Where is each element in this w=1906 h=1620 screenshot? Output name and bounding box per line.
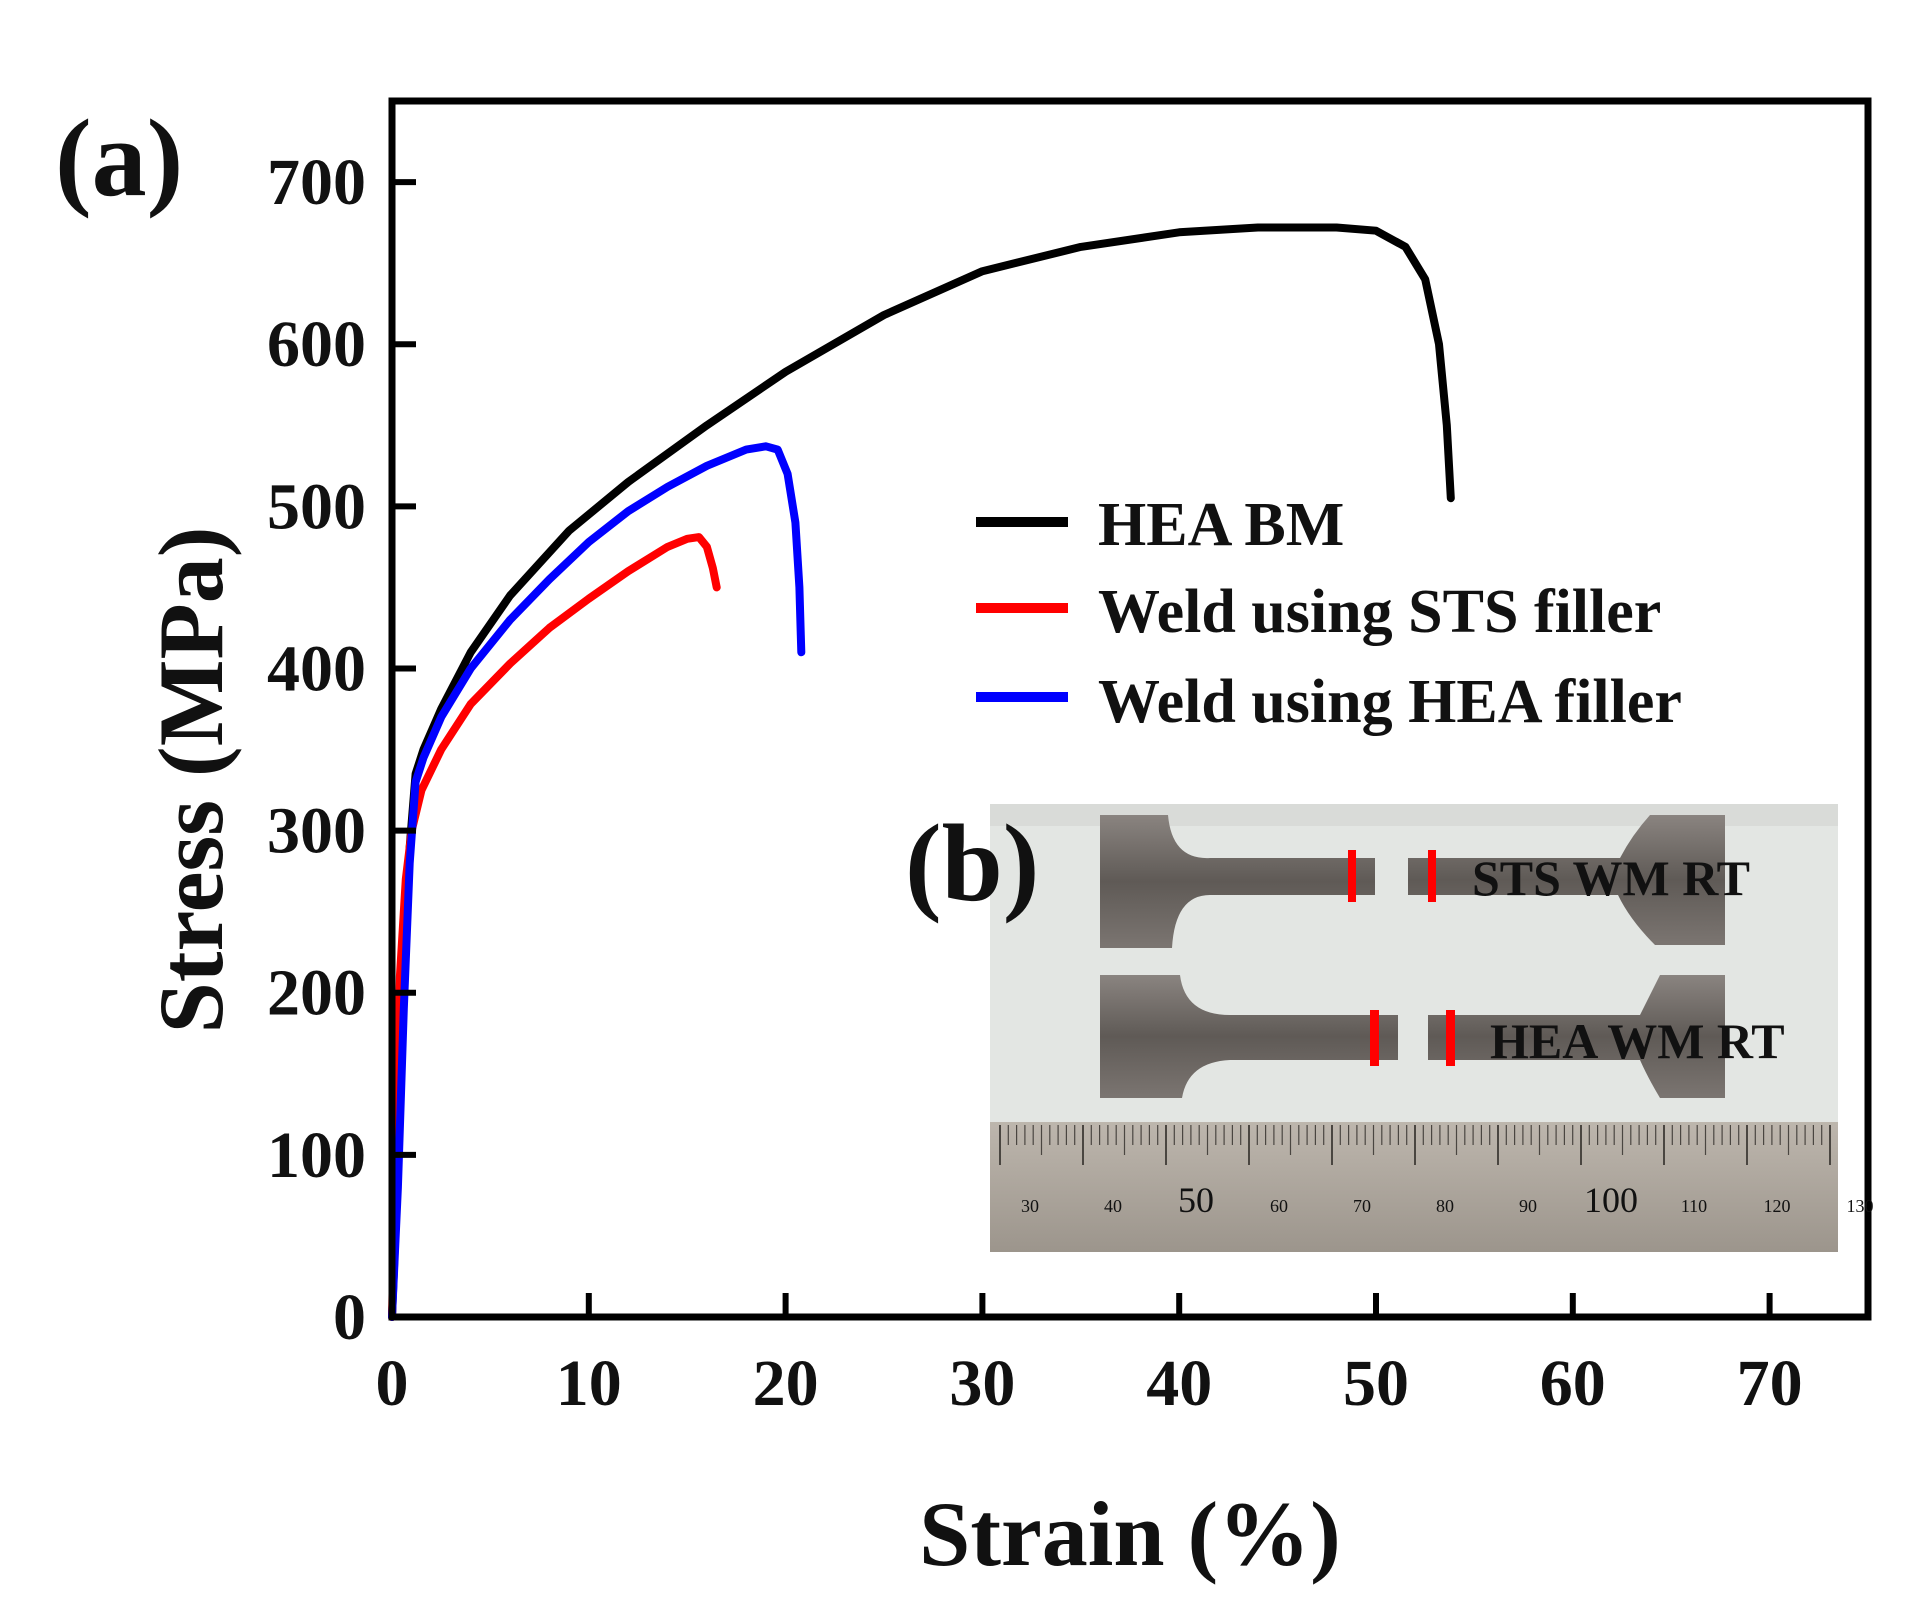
x-tick-label: 40 xyxy=(1146,1347,1212,1420)
x-tick-label: 70 xyxy=(1737,1347,1803,1420)
x-tick-label: 20 xyxy=(753,1347,819,1420)
legend-label-hea-filler: Weld using HEA filler xyxy=(1098,668,1682,736)
legend-label-hea-bm: HEA BM xyxy=(1098,491,1344,559)
x-tick-label: 30 xyxy=(949,1347,1015,1420)
y-tick-label: 500 xyxy=(267,470,366,543)
x-tick-label: 0 xyxy=(376,1347,409,1420)
ruler-label: 80 xyxy=(1436,1196,1454,1216)
x-tick-label: 60 xyxy=(1540,1347,1606,1420)
y-tick-label: 300 xyxy=(267,795,366,868)
specimen-label-hea: HEA WM RT xyxy=(1490,1013,1785,1069)
y-tick-label: 100 xyxy=(267,1119,366,1192)
x-axis-ticks: 0 10 20 30 40 50 60 70 xyxy=(376,1293,1803,1420)
x-axis-label: Strain (%) xyxy=(919,1483,1341,1585)
series-line-sts-filler xyxy=(388,533,721,1321)
inset-photo: STS WM RT HEA WM RT 30 40 50 60 70 80 90 100 110… xyxy=(990,804,1874,1252)
series-line-hea-filler xyxy=(388,442,806,1321)
inset-top-band xyxy=(990,804,1838,826)
ruler-label: 30 xyxy=(1021,1196,1039,1216)
x-tick-label: 50 xyxy=(1343,1347,1409,1420)
ruler-marks: 30 40 50 60 70 80 90 100 110 120 130 xyxy=(999,1125,1874,1220)
y-axis-ticks: 0 100 200 300 400 500 600 700 xyxy=(267,146,416,1354)
specimen-top-right-half xyxy=(1408,815,1725,945)
specimen-bottom: HEA WM RT xyxy=(1100,975,1785,1098)
ruler-label: 60 xyxy=(1270,1196,1288,1216)
specimen-top-left-half xyxy=(1100,815,1375,948)
y-tick-label: 400 xyxy=(267,632,366,705)
weld-marker xyxy=(1370,1010,1379,1066)
panel-label-b: (b) xyxy=(905,802,1039,924)
y-axis-label: Stress (MPa) xyxy=(140,527,242,1034)
ruler-label: 100 xyxy=(1584,1180,1638,1220)
weld-marker xyxy=(1428,850,1436,902)
specimen-top: STS WM RT xyxy=(1100,815,1750,948)
specimen-label-sts: STS WM RT xyxy=(1472,850,1750,906)
y-tick-label: 600 xyxy=(267,308,366,381)
y-tick-label: 700 xyxy=(267,146,366,219)
weld-marker xyxy=(1348,850,1356,902)
x-tick-label: 10 xyxy=(556,1347,622,1420)
legend-label-sts: Weld using STS filler xyxy=(1098,578,1661,646)
y-tick-label: 200 xyxy=(267,957,366,1030)
ruler-label: 90 xyxy=(1519,1196,1537,1216)
weld-marker xyxy=(1446,1010,1455,1066)
ruler-label: 40 xyxy=(1104,1196,1122,1216)
plot-frame xyxy=(388,97,1872,1321)
specimen-bottom-right-half xyxy=(1428,975,1725,1098)
ruler-label: 120 xyxy=(1764,1196,1791,1216)
ruler-label: 50 xyxy=(1178,1180,1214,1220)
legend: HEA BM Weld using STS filler Weld using … xyxy=(976,491,1682,736)
ruler-label: 130 xyxy=(1847,1196,1874,1216)
specimen-bottom-left-half xyxy=(1100,975,1398,1098)
series-layer xyxy=(388,223,1455,1321)
panel-label-a: (a) xyxy=(55,97,183,219)
ruler-label: 110 xyxy=(1681,1196,1707,1216)
ruler-label: 70 xyxy=(1353,1196,1371,1216)
y-tick-label: 0 xyxy=(333,1281,366,1354)
